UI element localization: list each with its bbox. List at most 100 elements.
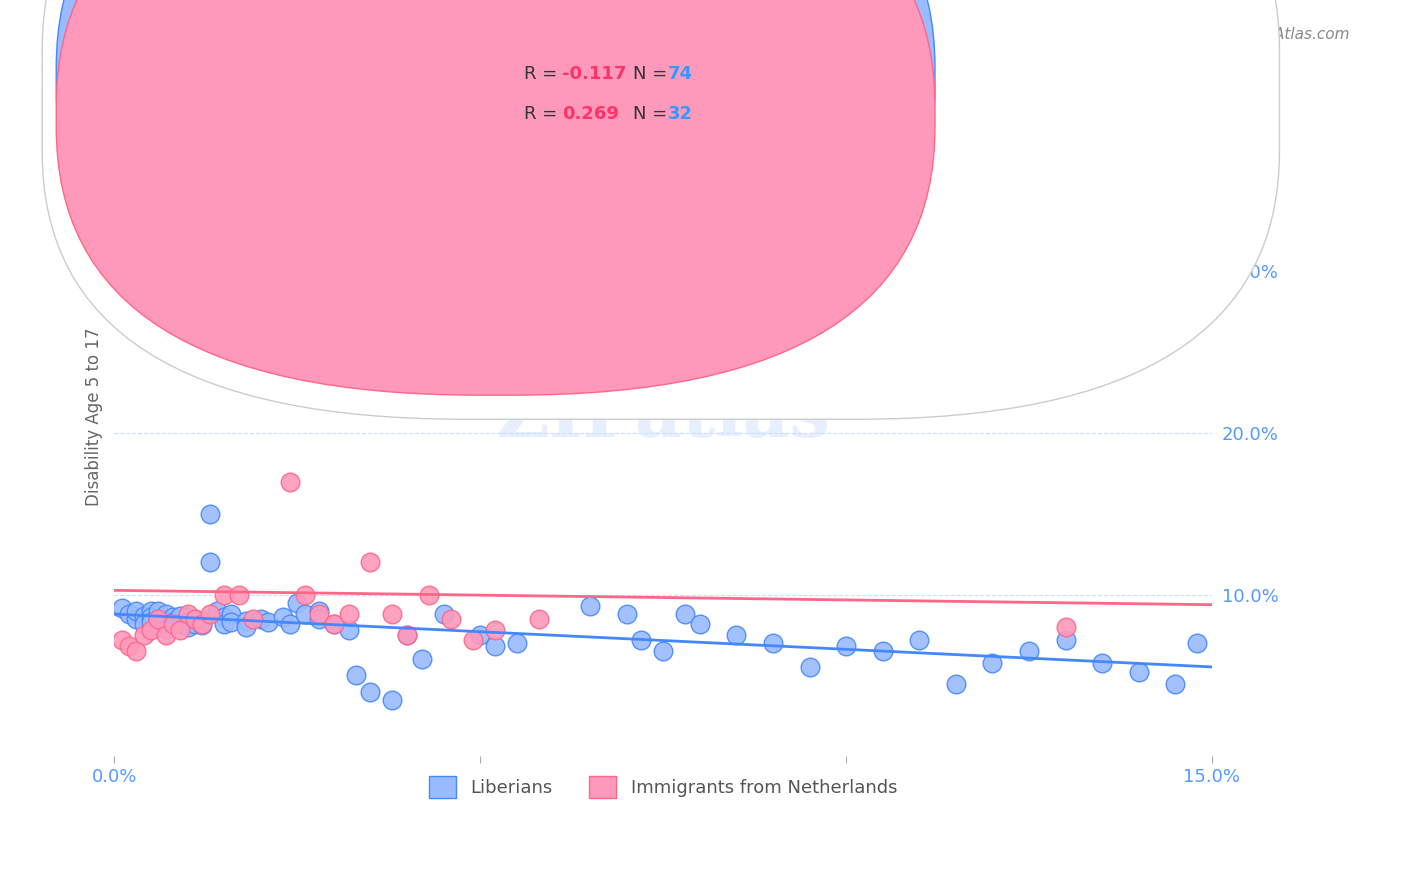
Point <box>506 636 529 650</box>
Point <box>155 614 177 628</box>
Point <box>228 588 250 602</box>
Point <box>1187 636 1209 650</box>
Point <box>111 600 134 615</box>
Point <box>344 668 367 682</box>
Text: 0.269: 0.269 <box>562 105 619 123</box>
Point <box>381 692 404 706</box>
Point <box>1128 665 1150 680</box>
Text: R =: R = <box>524 65 564 83</box>
Point <box>945 676 967 690</box>
Point <box>132 608 155 623</box>
Text: LIBERIAN VS IMMIGRANTS FROM NETHERLANDS DISABILITY AGE 5 TO 17 CORRELATION CHART: LIBERIAN VS IMMIGRANTS FROM NETHERLANDS … <box>56 27 912 45</box>
Point <box>155 628 177 642</box>
Point <box>337 624 360 638</box>
Text: 74: 74 <box>668 65 693 83</box>
Point <box>176 607 198 621</box>
Point <box>184 612 207 626</box>
Point <box>162 616 184 631</box>
Point <box>198 555 221 569</box>
Point <box>872 644 894 658</box>
Legend: Liberians, Immigrants from Netherlands: Liberians, Immigrants from Netherlands <box>422 769 904 805</box>
Point <box>616 607 638 621</box>
Point <box>148 612 170 626</box>
Point <box>294 588 316 602</box>
Point <box>308 607 330 621</box>
Point <box>139 604 162 618</box>
Point <box>184 616 207 631</box>
Text: R =: R = <box>524 105 564 123</box>
Point <box>579 599 602 613</box>
Point <box>1018 644 1040 658</box>
Point <box>257 615 280 629</box>
Point <box>1054 632 1077 647</box>
Point <box>908 632 931 647</box>
Point <box>184 612 207 626</box>
Point <box>360 684 382 698</box>
Point <box>118 607 141 621</box>
Point <box>285 596 308 610</box>
Point <box>191 618 214 632</box>
Point <box>221 607 243 621</box>
Point <box>360 555 382 569</box>
Point <box>308 612 330 626</box>
Point <box>212 616 235 631</box>
Point <box>125 604 148 618</box>
Point <box>198 507 221 521</box>
Point <box>322 616 344 631</box>
Point <box>484 640 506 654</box>
Point <box>132 616 155 631</box>
Text: 32: 32 <box>668 105 693 123</box>
Point <box>461 632 484 647</box>
Point <box>155 622 177 636</box>
Point <box>652 644 675 658</box>
Text: N =: N = <box>633 105 672 123</box>
Point <box>111 632 134 647</box>
Point <box>132 628 155 642</box>
Point <box>212 588 235 602</box>
Point <box>139 624 162 638</box>
Point <box>1054 620 1077 634</box>
Text: N =: N = <box>633 65 672 83</box>
Point <box>630 632 652 647</box>
Point <box>381 607 404 621</box>
Point <box>337 607 360 621</box>
Point <box>1164 676 1187 690</box>
Point <box>155 607 177 621</box>
Point <box>440 612 463 626</box>
Point <box>322 616 344 631</box>
Point <box>725 628 748 642</box>
Point <box>673 607 696 621</box>
Point <box>433 607 456 621</box>
Point <box>249 200 271 214</box>
Point <box>981 656 1004 670</box>
Point <box>396 628 419 642</box>
Point <box>484 624 506 638</box>
Point <box>278 475 301 489</box>
Point <box>271 610 294 624</box>
Point <box>470 628 492 642</box>
Point <box>212 610 235 624</box>
Point <box>198 607 221 621</box>
Point <box>176 620 198 634</box>
Point <box>162 615 184 629</box>
Point <box>125 612 148 626</box>
Point <box>191 614 214 628</box>
Point <box>139 615 162 629</box>
Point <box>191 616 214 631</box>
Point <box>396 628 419 642</box>
Point <box>148 604 170 618</box>
Point <box>249 612 271 626</box>
Y-axis label: Disability Age 5 to 17: Disability Age 5 to 17 <box>86 327 103 506</box>
Point <box>162 610 184 624</box>
Point <box>148 618 170 632</box>
Point <box>1091 656 1114 670</box>
Point <box>278 616 301 631</box>
Point <box>689 616 711 631</box>
Point <box>221 615 243 629</box>
Point <box>418 588 440 602</box>
Point <box>139 610 162 624</box>
Point <box>125 644 148 658</box>
Point <box>762 636 785 650</box>
Point <box>411 652 433 666</box>
Point <box>242 612 264 626</box>
